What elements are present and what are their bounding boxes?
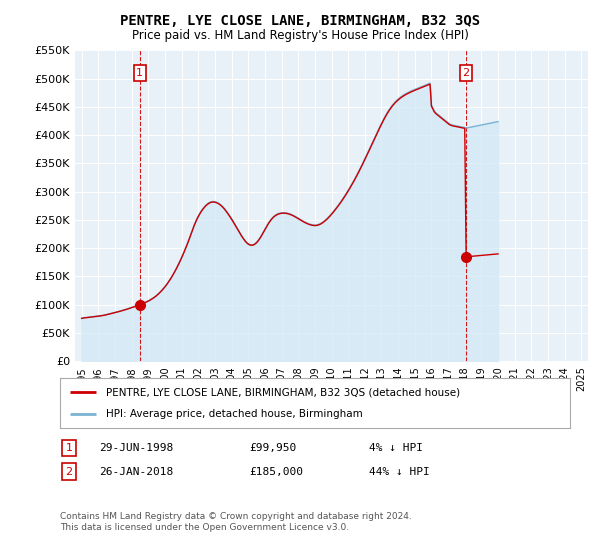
Text: Price paid vs. HM Land Registry's House Price Index (HPI): Price paid vs. HM Land Registry's House … <box>131 29 469 42</box>
Text: 1: 1 <box>65 443 73 453</box>
Text: 44% ↓ HPI: 44% ↓ HPI <box>369 466 430 477</box>
Text: 26-JAN-2018: 26-JAN-2018 <box>99 466 173 477</box>
Text: £185,000: £185,000 <box>249 466 303 477</box>
Text: 1: 1 <box>136 68 143 78</box>
Text: 2: 2 <box>463 68 469 78</box>
Text: Contains HM Land Registry data © Crown copyright and database right 2024.
This d: Contains HM Land Registry data © Crown c… <box>60 512 412 532</box>
Text: PENTRE, LYE CLOSE LANE, BIRMINGHAM, B32 3QS: PENTRE, LYE CLOSE LANE, BIRMINGHAM, B32 … <box>120 14 480 28</box>
Text: £99,950: £99,950 <box>249 443 296 453</box>
Text: 2: 2 <box>65 466 73 477</box>
Text: 29-JUN-1998: 29-JUN-1998 <box>99 443 173 453</box>
Text: PENTRE, LYE CLOSE LANE, BIRMINGHAM, B32 3QS (detached house): PENTRE, LYE CLOSE LANE, BIRMINGHAM, B32 … <box>106 387 460 397</box>
Text: HPI: Average price, detached house, Birmingham: HPI: Average price, detached house, Birm… <box>106 409 362 419</box>
Text: 4% ↓ HPI: 4% ↓ HPI <box>369 443 423 453</box>
